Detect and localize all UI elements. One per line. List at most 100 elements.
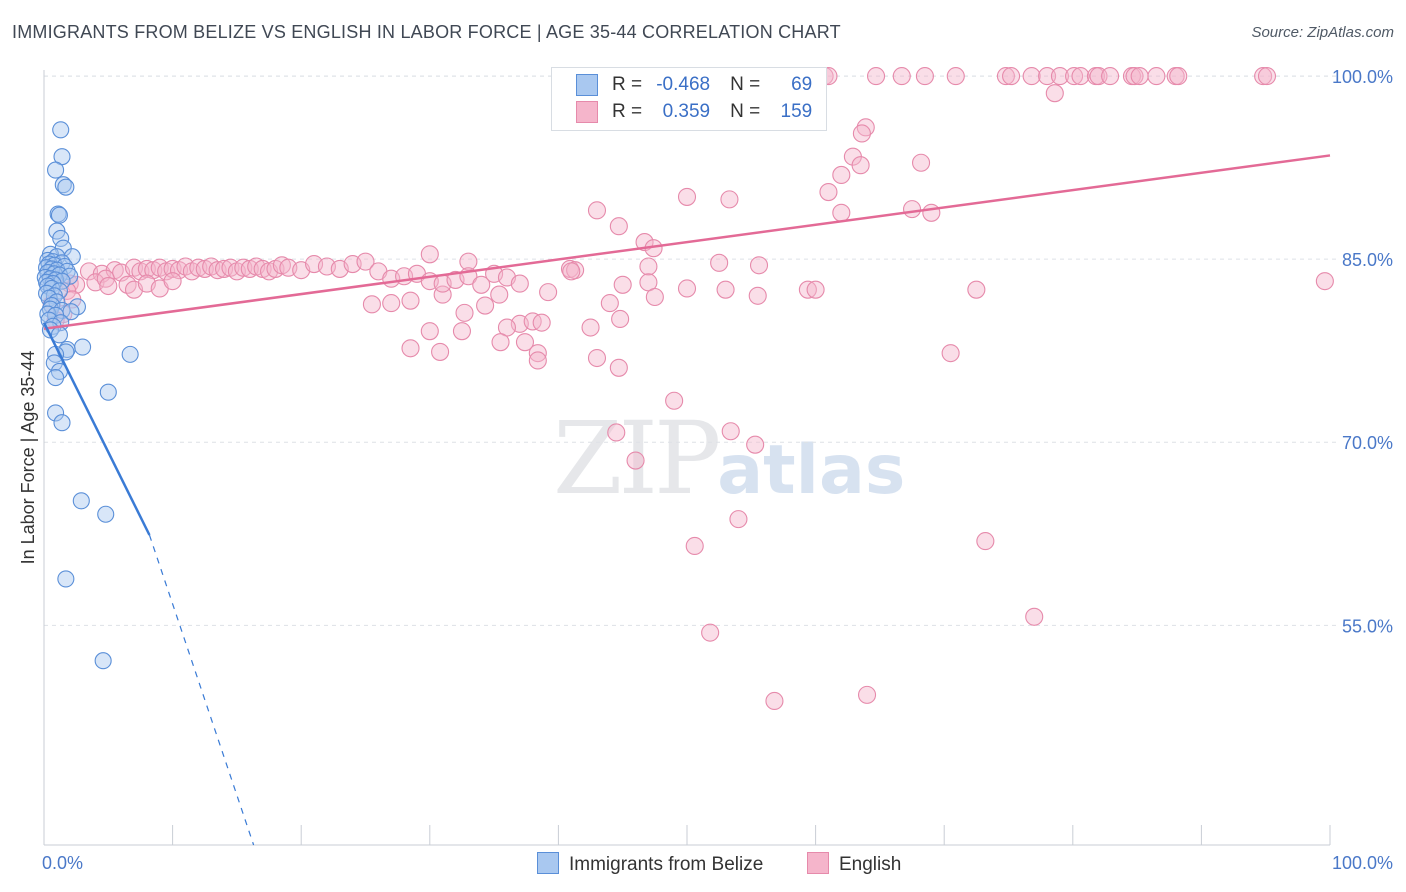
english-point <box>510 274 529 293</box>
legend-r-value-english: 0.359 <box>662 101 711 123</box>
english-point <box>1169 67 1188 86</box>
belize-point <box>52 121 70 139</box>
bottom-legend-swatch-english <box>807 852 829 874</box>
belize-point <box>72 492 90 510</box>
legend-r-label: R = <box>612 101 643 123</box>
english-point <box>382 294 401 313</box>
english-point <box>996 67 1015 86</box>
english-point <box>189 258 208 277</box>
belize-point <box>74 338 92 356</box>
belize-point <box>97 505 115 523</box>
english-point <box>685 536 704 556</box>
english-point <box>99 276 118 296</box>
y-tick-label: 70.0% <box>1342 433 1393 453</box>
bottom-legend-label-belize: Immigrants from Belize <box>569 854 764 875</box>
english-point <box>607 423 626 442</box>
english-point <box>626 451 645 470</box>
english-point <box>609 217 628 236</box>
english-point <box>976 532 995 551</box>
belize-point <box>47 404 65 422</box>
english-point <box>639 257 658 276</box>
english-point <box>491 333 510 352</box>
english-point <box>1315 272 1334 291</box>
legend-r-label: R = <box>612 74 643 96</box>
english-point <box>528 344 547 363</box>
belize-point <box>49 205 67 223</box>
belize-point <box>52 229 70 247</box>
english-point <box>401 339 420 358</box>
english-point <box>1038 67 1057 86</box>
english-point <box>746 435 765 454</box>
y-axis-title: In Labor Force | Age 35-44 <box>18 351 38 565</box>
english-point <box>539 283 558 302</box>
english-point <box>892 67 911 86</box>
english-point <box>721 422 740 441</box>
english-point <box>600 294 619 313</box>
english-point <box>902 200 922 219</box>
english-point <box>609 358 628 377</box>
english-point <box>455 303 474 322</box>
watermark: ZIPatlas <box>553 400 905 517</box>
english-point <box>665 391 684 410</box>
english-point <box>1065 67 1084 86</box>
english-point <box>1101 67 1120 86</box>
legend-r-value-belize: -0.468 <box>656 74 711 96</box>
english-point <box>1045 84 1064 103</box>
english-point <box>851 156 870 175</box>
english-point <box>710 253 729 272</box>
legend-n-value-english: 159 <box>780 101 813 123</box>
english-point <box>1050 67 1069 86</box>
english-point <box>720 190 739 209</box>
english-point <box>645 287 664 307</box>
english-point <box>611 309 630 329</box>
english-point <box>587 201 607 220</box>
english-point <box>137 259 156 278</box>
english-point <box>515 333 535 352</box>
legend-row-english: R = 0.359 N = 159 <box>576 101 812 127</box>
english-point <box>832 203 851 222</box>
belize-point <box>57 178 75 196</box>
english-point <box>915 67 934 86</box>
english-point <box>749 256 769 275</box>
english-point <box>716 280 735 299</box>
english-point <box>729 510 748 529</box>
english-point <box>748 286 767 305</box>
bottom-legend-belize[interactable]: Immigrants from Belize <box>537 852 763 876</box>
y-tick-label: 55.0% <box>1342 616 1393 636</box>
x-tick-label: 0.0% <box>42 853 83 873</box>
english-point <box>581 318 600 337</box>
english-point <box>587 348 607 368</box>
bottom-legend-english[interactable]: English <box>807 852 901 876</box>
english-point <box>431 342 450 361</box>
belize-point <box>54 176 72 194</box>
english-point <box>1254 67 1273 86</box>
english-point <box>946 67 965 86</box>
english-point <box>677 279 697 298</box>
english-point <box>1147 67 1166 86</box>
english-point <box>532 313 551 332</box>
legend-n-value-belize: 69 <box>791 74 813 96</box>
y-tick-label: 100.0% <box>1332 67 1393 87</box>
legend-n-label: N = <box>730 74 761 96</box>
english-point <box>701 623 720 642</box>
belize-point <box>45 354 63 372</box>
english-point <box>832 165 851 185</box>
belize-trend-line <box>42 322 151 536</box>
belize-point <box>47 369 65 387</box>
bottom-legend-swatch-belize <box>537 852 559 874</box>
belize-point <box>47 161 65 179</box>
x-tick-label: 100.0% <box>1332 853 1393 873</box>
english-point <box>1002 67 1021 86</box>
belize-point <box>121 345 139 363</box>
english-point <box>67 275 86 294</box>
english-point <box>1071 67 1090 86</box>
english-point <box>523 312 542 331</box>
belize-point <box>57 570 75 588</box>
legend-n-label: N = <box>730 101 761 123</box>
english-point <box>433 285 452 304</box>
belize-trend-extension <box>148 534 255 846</box>
english-point <box>96 269 115 288</box>
english-point <box>613 275 632 294</box>
english-point <box>459 252 478 271</box>
